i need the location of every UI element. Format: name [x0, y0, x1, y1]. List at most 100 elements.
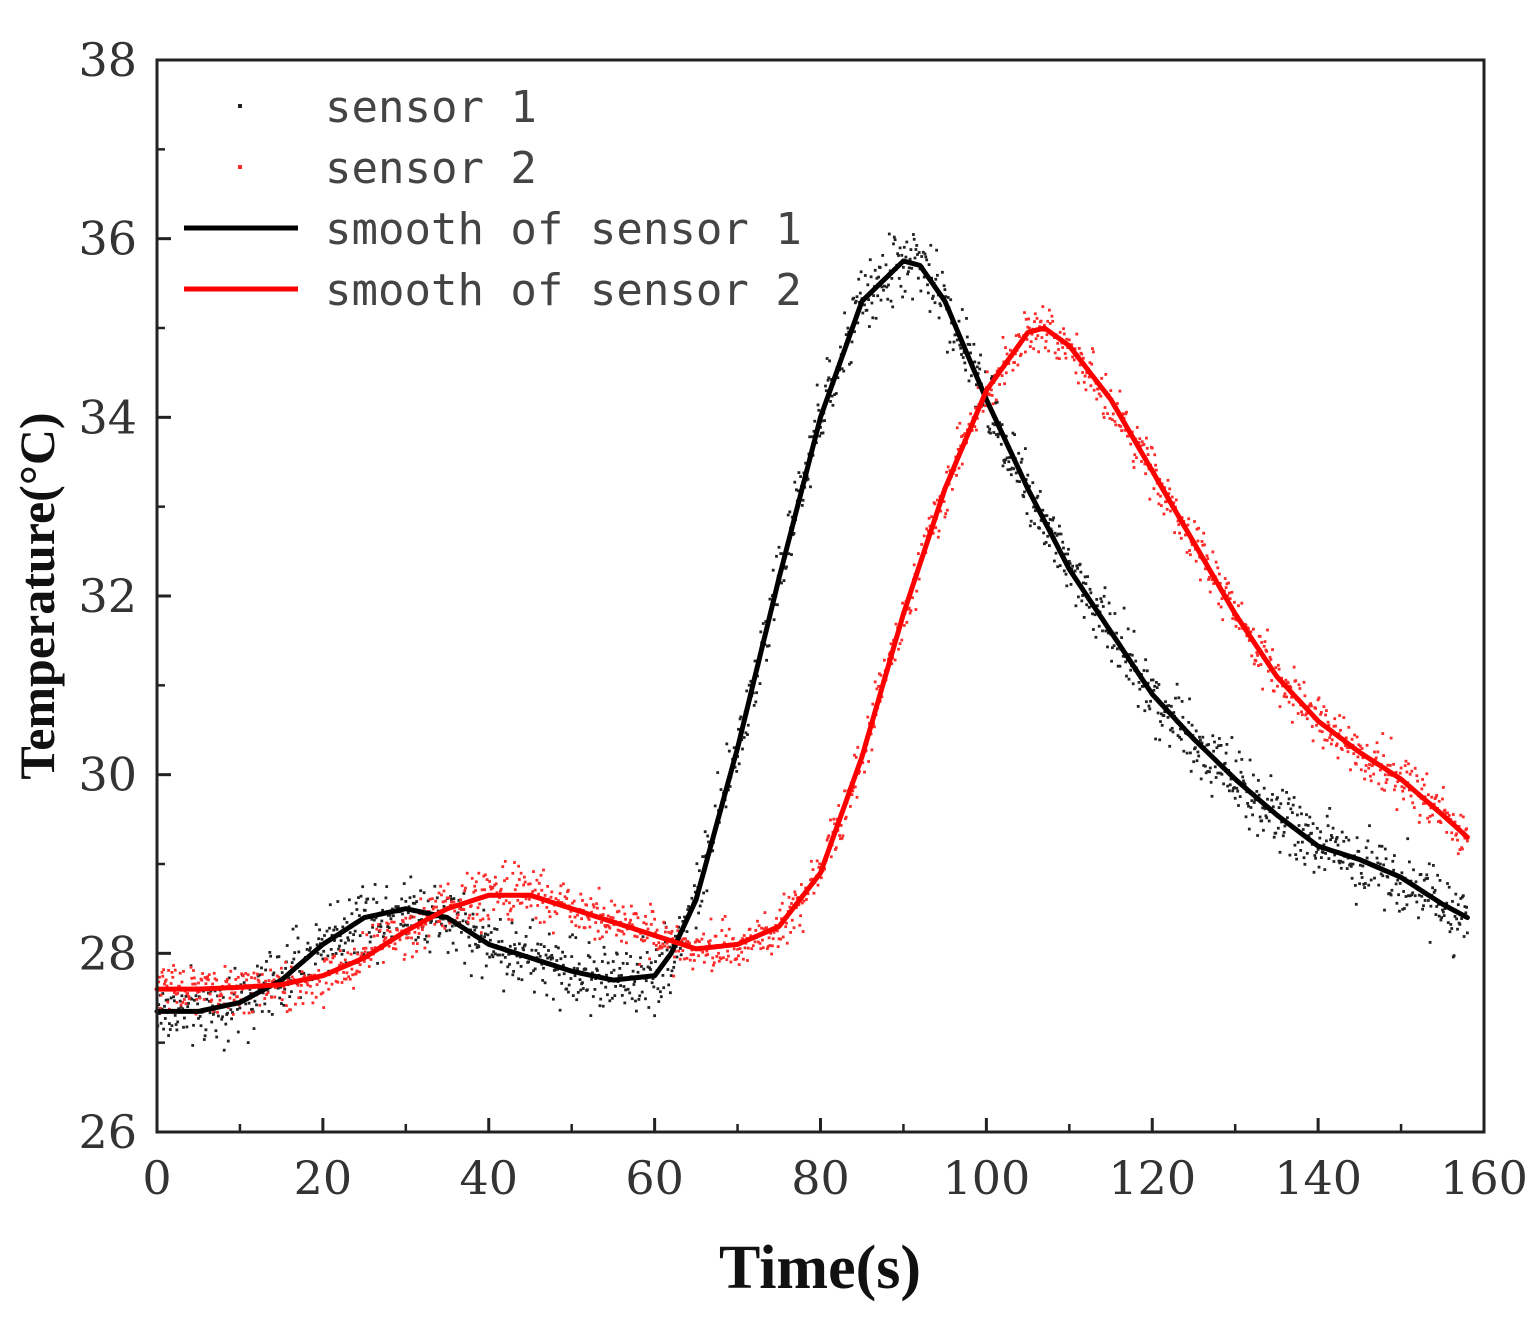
data-point [1003, 461, 1006, 464]
data-point [1177, 696, 1181, 700]
data-point [751, 944, 755, 948]
data-point [1290, 695, 1293, 699]
data-point [350, 967, 354, 971]
data-point [1225, 743, 1229, 746]
data-point [808, 435, 812, 439]
data-point [780, 917, 783, 921]
data-point [1338, 714, 1342, 717]
data-point [1214, 776, 1218, 779]
data-point [467, 935, 471, 939]
data-point [372, 918, 376, 922]
data-point [1403, 786, 1406, 790]
data-point [221, 1015, 224, 1019]
data-point [703, 855, 706, 859]
data-point [1441, 797, 1444, 801]
data-point [725, 742, 729, 746]
data-point [653, 1014, 656, 1018]
data-point [1197, 754, 1201, 758]
data-point [678, 957, 682, 961]
data-point [534, 916, 538, 920]
data-point [1389, 893, 1393, 897]
data-point [1383, 847, 1387, 851]
data-point [868, 325, 871, 328]
data-point [661, 974, 665, 977]
data-point [1148, 497, 1152, 501]
data-point [916, 253, 919, 256]
data-point [1087, 375, 1091, 379]
data-point [905, 240, 909, 244]
data-point [296, 983, 300, 987]
data-point [1408, 860, 1411, 864]
data-point [258, 1003, 262, 1007]
data-point [1153, 684, 1157, 688]
data-point [1434, 795, 1438, 799]
data-point [679, 953, 683, 957]
data-point [1193, 520, 1196, 523]
data-point [298, 970, 302, 973]
data-point [354, 901, 358, 905]
data-point [1123, 428, 1127, 432]
data-point [863, 770, 866, 774]
data-point [441, 900, 445, 904]
data-point [1266, 628, 1269, 632]
data-point [644, 922, 648, 926]
data-point [1157, 683, 1161, 686]
data-point [231, 1011, 234, 1014]
data-point [758, 682, 762, 685]
data-point [574, 924, 578, 927]
data-point [885, 285, 889, 289]
data-point [854, 299, 858, 303]
data-point [520, 901, 524, 905]
data-point [1033, 312, 1037, 316]
data-point [533, 967, 537, 971]
data-point [1319, 830, 1322, 834]
data-point [218, 998, 222, 1002]
data-point [590, 910, 593, 914]
data-point [732, 937, 735, 940]
data-point [654, 948, 658, 952]
data-point [400, 897, 404, 901]
legend-marker [238, 104, 242, 108]
data-point [338, 949, 342, 953]
data-point [601, 1004, 605, 1008]
data-point [159, 993, 163, 997]
data-point [1276, 663, 1280, 667]
data-point [282, 1003, 286, 1007]
data-point [1410, 893, 1414, 897]
data-point [226, 1011, 229, 1015]
data-point [771, 944, 774, 948]
data-point [1038, 325, 1041, 329]
data-point [513, 943, 516, 946]
data-point [180, 994, 184, 998]
data-point [244, 972, 248, 975]
data-point [216, 994, 219, 998]
data-point [342, 971, 345, 974]
data-point [630, 997, 634, 1001]
data-point [716, 771, 720, 774]
data-point [270, 1013, 274, 1016]
data-point [480, 888, 484, 892]
data-point [1111, 412, 1115, 416]
data-point [1202, 764, 1206, 767]
data-point [678, 916, 681, 919]
data-point [996, 435, 1000, 439]
data-point [510, 918, 514, 922]
data-point [1196, 750, 1200, 754]
data-point [482, 908, 486, 912]
data-point [824, 389, 828, 393]
data-point [1277, 806, 1281, 809]
data-point [499, 887, 503, 891]
series-smooth-of-sensor-2-line [154, 325, 1470, 992]
data-point [876, 294, 880, 298]
data-point [923, 252, 927, 256]
data-point [796, 896, 800, 899]
data-point [826, 378, 830, 382]
data-point [1300, 710, 1303, 714]
data-point [644, 979, 648, 983]
data-point [1238, 795, 1242, 798]
data-point [456, 913, 460, 917]
data-point [1298, 805, 1302, 809]
data-point [749, 934, 753, 938]
data-point [1129, 668, 1133, 672]
data-point [1186, 523, 1190, 527]
